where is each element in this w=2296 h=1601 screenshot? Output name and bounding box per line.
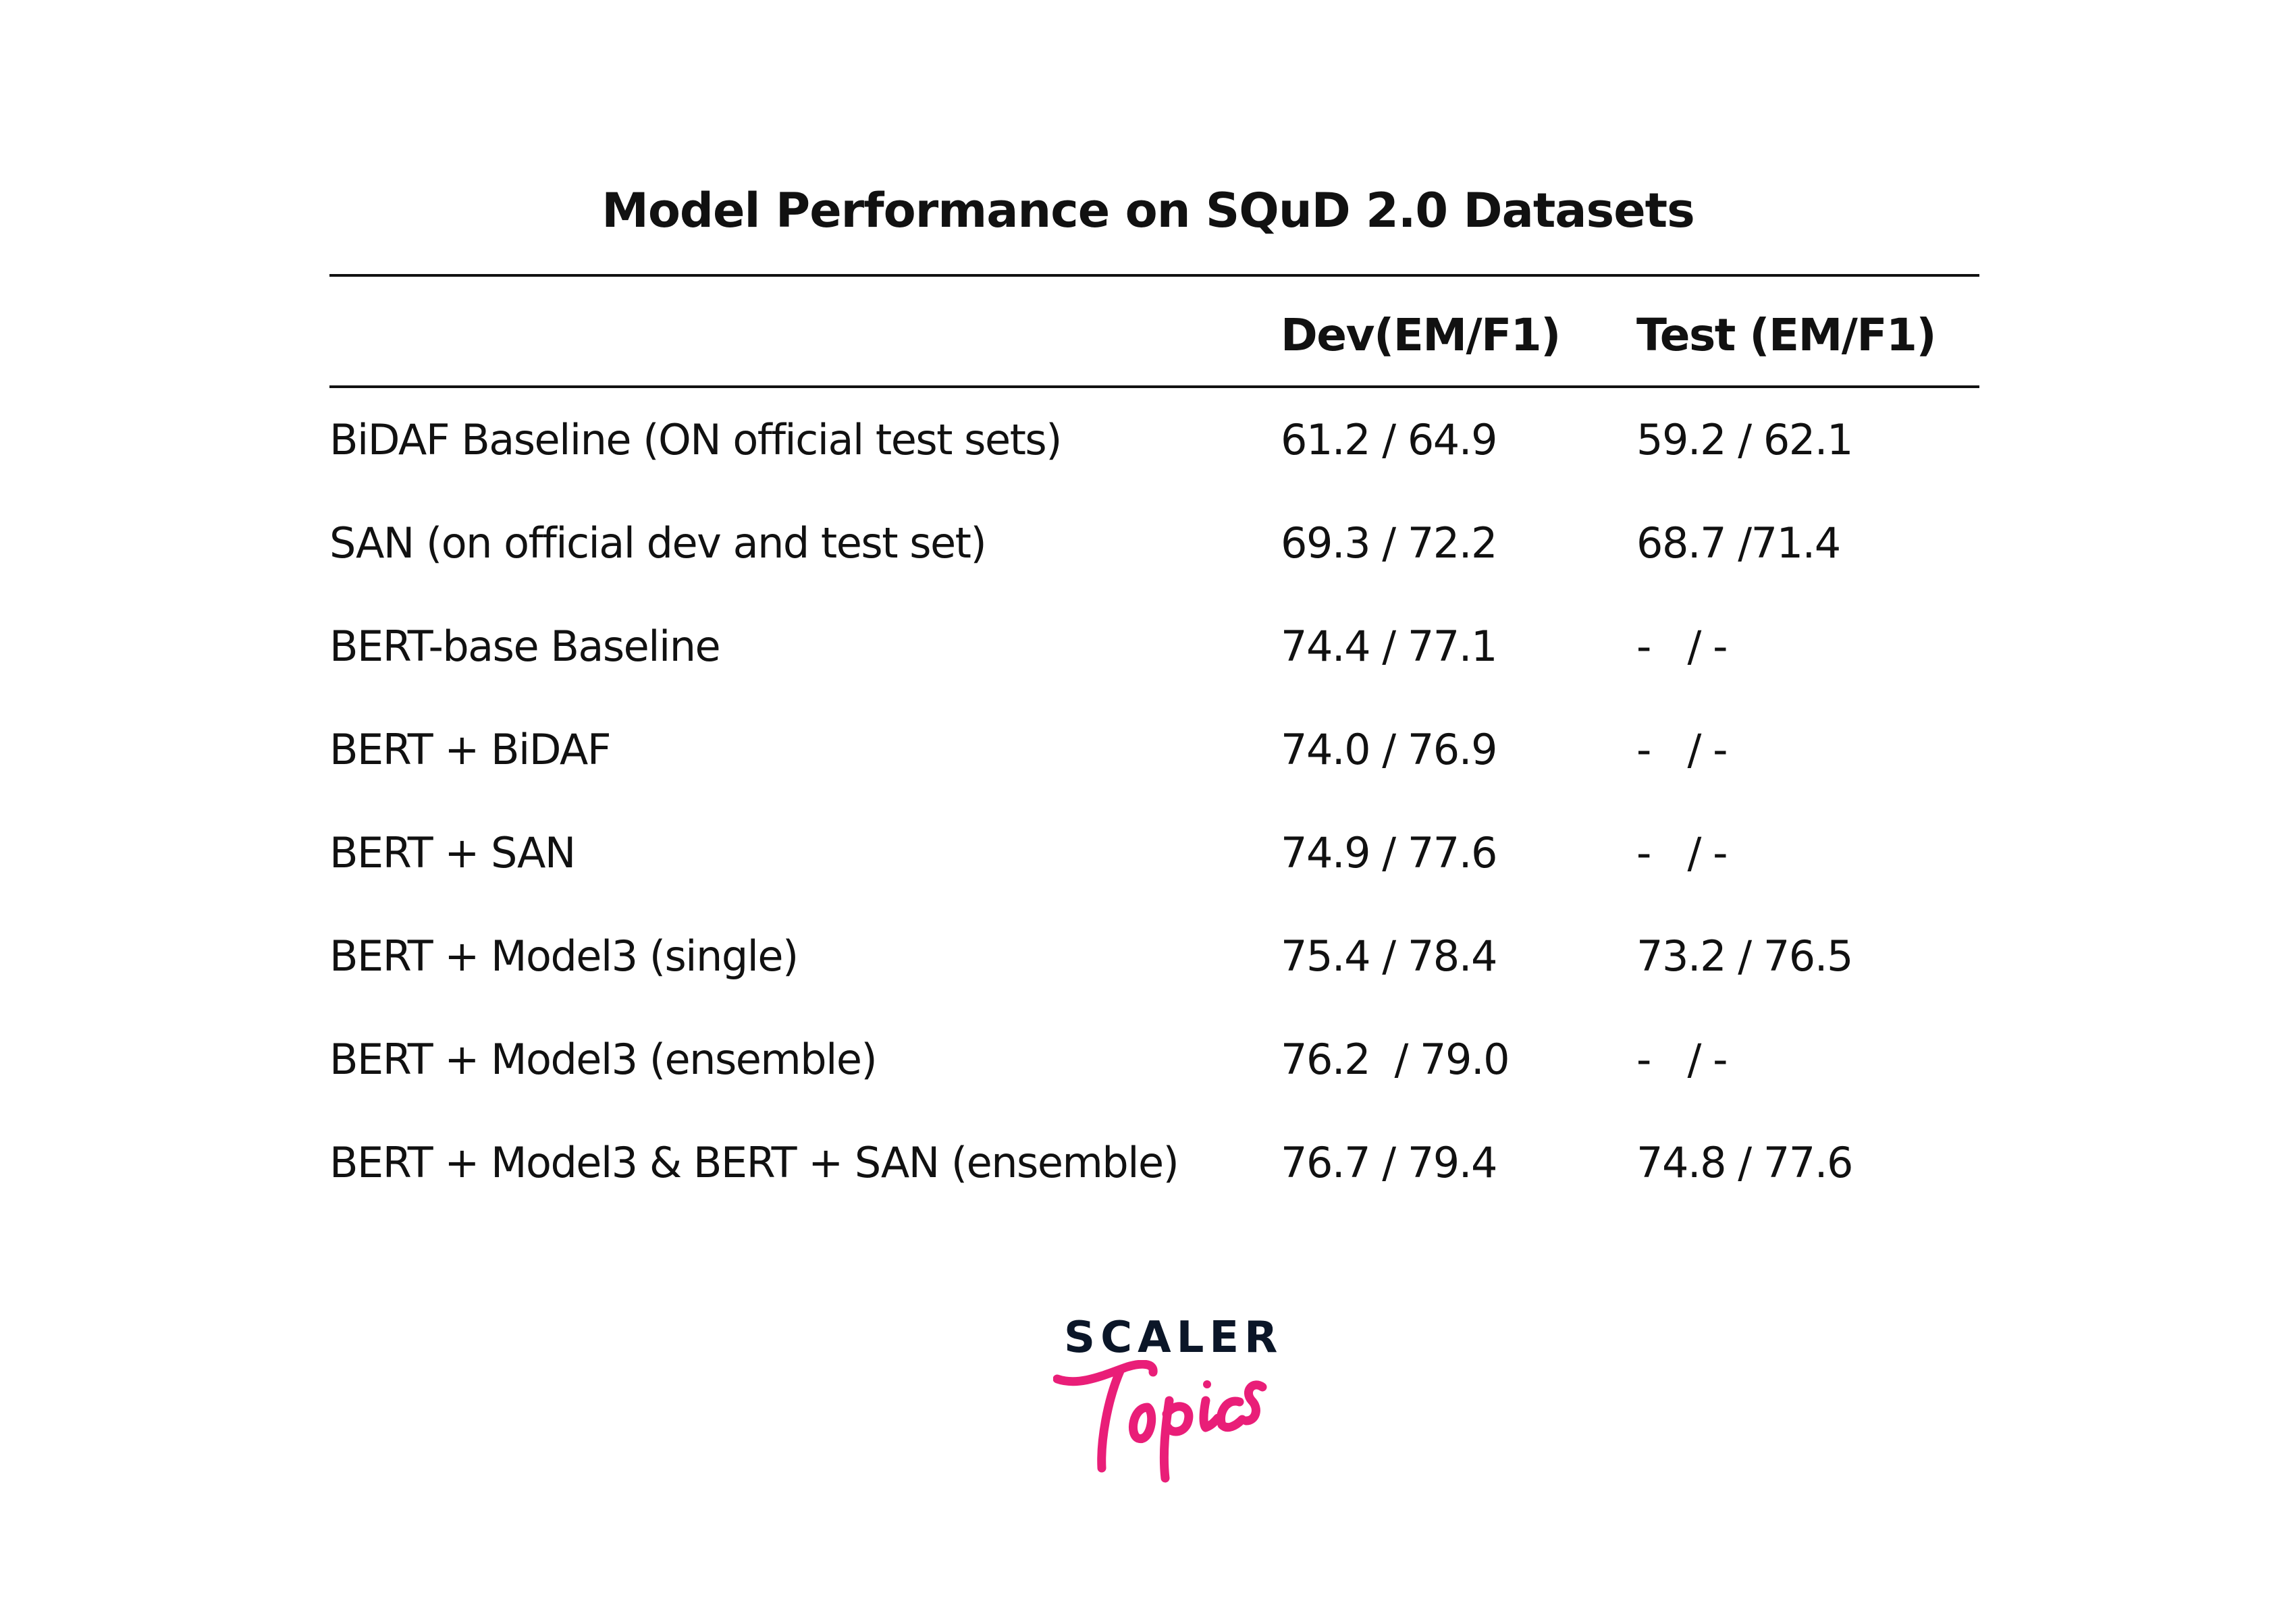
dev-score-cell: 74.9 / 77.6: [1281, 828, 1497, 877]
model-name-cell: BERT + Model3 (ensemble): [329, 1035, 878, 1084]
table-row: BiDAF Baseline (ON official test sets) 61…: [0, 406, 2296, 474]
dev-score-cell: 76.7 / 79.4: [1281, 1138, 1497, 1187]
model-name-cell: BERT + Model3 (single): [329, 931, 799, 981]
table-row: BERT-base Baseline 74.4 / 77.1 - / -: [0, 613, 2296, 680]
table-title: Model Performance on SQuD 2.0 Datasets: [602, 183, 1695, 238]
table-header-row: Dev(EM/F1) Test (EM/F1): [0, 302, 2296, 369]
dev-score-cell: 69.3 / 72.2: [1281, 518, 1497, 568]
logo-brand: SCALER: [1064, 1313, 1283, 1363]
table-row: BERT + BiDAF 74.0 / 76.9 - / -: [0, 716, 2296, 784]
dev-score-cell: 74.0 / 76.9: [1281, 725, 1497, 774]
header-test: Test (EM/F1): [1636, 309, 1937, 361]
test-score-cell: 59.2 / 62.1: [1636, 415, 1853, 464]
scaler-topics-logo: SCALER: [1053, 1313, 1277, 1488]
test-score-cell: - / -: [1636, 622, 1728, 671]
table-row: BERT + SAN 74.9 / 77.6 - / -: [0, 819, 2296, 887]
dev-score-cell: 74.4 / 77.1: [1281, 622, 1497, 671]
logo-topics-script: [1053, 1360, 1267, 1483]
model-name-cell: BERT + Model3 & BERT + SAN (ensemble): [329, 1138, 1179, 1187]
model-name-cell: BERT + BiDAF: [329, 725, 612, 774]
dev-score-cell: 61.2 / 64.9: [1281, 415, 1497, 464]
model-name-cell: SAN (on official dev and test set): [329, 518, 987, 568]
test-score-cell: - / -: [1636, 1035, 1728, 1084]
header-dev: Dev(EM/F1): [1281, 309, 1561, 361]
dev-score-cell: 76.2 / 79.0: [1281, 1035, 1510, 1084]
model-name-cell: BiDAF Baseline (ON official test sets): [329, 415, 1062, 464]
model-name-cell: BERT + SAN: [329, 828, 576, 877]
test-score-cell: 74.8 / 77.6: [1636, 1138, 1853, 1187]
table-row: SAN (on official dev and test set) 69.3 /…: [0, 510, 2296, 577]
header-rule: [329, 385, 1979, 388]
table-row: BERT + Model3 (ensemble) 76.2 / 79.0 - / -: [0, 1026, 2296, 1093]
table-row: BERT + Model3 & BERT + SAN (ensemble) 76.…: [0, 1129, 2296, 1197]
test-score-cell: - / -: [1636, 725, 1728, 774]
test-score-cell: 73.2 / 76.5: [1636, 931, 1853, 981]
model-name-cell: BERT-base Baseline: [329, 622, 721, 671]
dev-score-cell: 75.4 / 78.4: [1281, 931, 1497, 981]
test-score-cell: 68.7 /71.4: [1636, 518, 1841, 568]
test-score-cell: - / -: [1636, 828, 1728, 877]
top-rule: [329, 274, 1979, 277]
table-row: BERT + Model3 (single) 75.4 / 78.4 73.2 / …: [0, 923, 2296, 990]
